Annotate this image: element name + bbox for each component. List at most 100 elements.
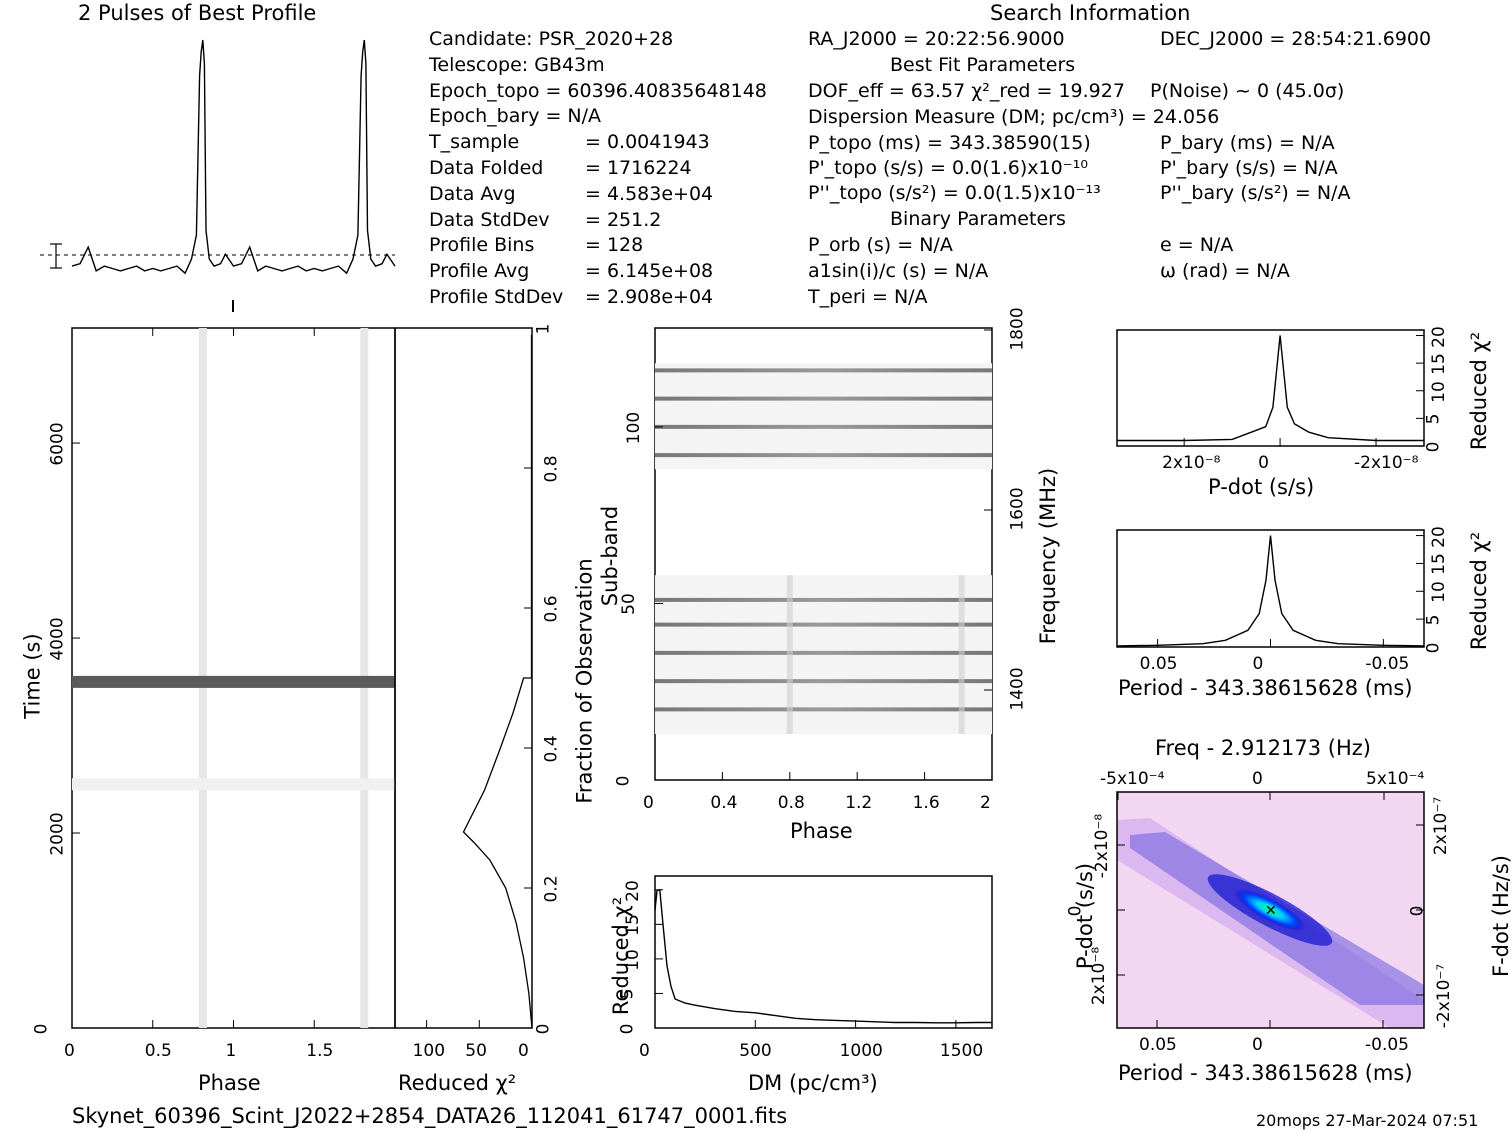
profile-title: 2 Pulses of Best Profile (78, 1, 317, 25)
fraction-ytick-label: 1 (533, 323, 554, 335)
phase-xtick-label: 1.5 (306, 1041, 334, 1061)
ppd-title: Freq - 2.912173 (Hz) (1155, 736, 1371, 760)
info-left-label: Candidate: PSR_2020+28 (429, 28, 674, 50)
subband-row (655, 368, 992, 373)
pdot-panel (1116, 329, 1425, 447)
info-left-label: Telescope: GB43m (429, 53, 605, 76)
time-phase-xlabel: Phase (198, 1071, 261, 1095)
info-left-label: Data Avg (429, 182, 516, 205)
chi2-fraction-ylabel: Fraction of Observation (572, 558, 597, 804)
ppd-ytick-label: -2x10⁻⁸ (1092, 813, 1113, 879)
pdot-ytick-label: 15 (1428, 353, 1449, 375)
pdot-xtick-label: -2x10⁻⁸ (1354, 453, 1419, 473)
info-left-label: T_sample (429, 131, 520, 154)
ppd-y2tick-label: 0 (1407, 905, 1428, 917)
period-xlabel: Period - 343.38615628 (ms) (1118, 676, 1413, 700)
subband-xtick-label: 0 (643, 793, 654, 813)
info-tperi: T_peri = N/A (808, 286, 928, 308)
info-e: e = N/A (1160, 234, 1234, 256)
time-ytick-label: 6000 (47, 422, 68, 466)
dm-xlabel: DM (pc/cm³) (748, 1071, 878, 1095)
subband-xtick-label: 0.4 (710, 793, 738, 813)
info-pd-bary: P'_bary (s/s) = N/A (1160, 157, 1338, 179)
pdot-line (1117, 335, 1424, 442)
ppd-ytick-label: 2x10⁻⁸ (1089, 946, 1110, 1006)
info-left-label: Profile StdDev (429, 286, 564, 308)
time-ytick-label: 2000 (47, 812, 68, 856)
info-a1: a1sin(i)/c (s) = N/A (808, 260, 989, 282)
search-title: Search Information (990, 1, 1191, 25)
info-ra: RA_J2000 = 20:22:56.9000 (808, 28, 1065, 50)
subband-ytick-label: 0 (613, 775, 634, 787)
info-pd-topo: P'_topo (s/s) = 0.0(1.6)x10⁻¹⁰ (808, 157, 1088, 179)
ppd-x2tick-label: 0 (1252, 769, 1263, 789)
period-ytick-label: 0 (1423, 642, 1444, 654)
chi2-xtick-label: 50 (465, 1041, 487, 1061)
pdot-ytick-label: 10 (1428, 380, 1449, 403)
pdot-xtick-label: 2x10⁻⁸ (1162, 453, 1221, 473)
binary-title: Binary Parameters (890, 208, 1066, 230)
ppd-y2tick-label: 2x10⁻⁷ (1431, 796, 1452, 856)
info-p-bary: P_bary (ms) = N/A (1160, 132, 1335, 154)
ppd-xlabel: Period - 343.38615628 (ms) (1118, 1061, 1413, 1085)
ppd-y2label: F-dot (Hz/s) (1488, 855, 1512, 977)
subband-xtick-label: 2 (980, 793, 991, 813)
subband-row (655, 650, 992, 655)
info-pnoise: P(Noise) ~ 0 (45.0σ) (1150, 80, 1345, 102)
freq-ytick-label: 1600 (1007, 487, 1028, 531)
info-left-value: = 4.583e+04 (585, 182, 714, 205)
info-left-label: Data Folded (429, 157, 544, 179)
chi2-fraction-line (462, 335, 533, 1029)
period-ytick-label: 10 (1428, 581, 1449, 604)
info-left-label: Epoch_topo = 60396.40835648148 (429, 79, 767, 102)
info-left-value: = 1716224 (585, 157, 692, 179)
time-ytick-label: 4000 (47, 617, 68, 661)
ppd-ytick-label: 0 (1065, 905, 1086, 917)
chi2-fraction-panel (394, 327, 533, 1029)
period-xtick-label: 0 (1252, 654, 1264, 674)
footer-stamp: 20mops 27-Mar-2024 07:51 (1256, 1111, 1479, 1130)
fraction-ytick-label: 0.8 (541, 455, 562, 483)
fraction-ytick-label: 0.4 (541, 735, 562, 763)
period-ytick-label: 5 (1423, 614, 1444, 626)
ppd-x2tick-label: 5x10⁻⁴ (1366, 769, 1425, 789)
profile-line (71, 39, 396, 275)
dm-ytick-label: 0 (617, 1023, 638, 1035)
dm-line (654, 888, 992, 1024)
pdot-ylabel: Reduced χ² (1467, 331, 1492, 451)
dm-xtick-label: 0 (639, 1041, 650, 1061)
period-xtick-label: -0.05 (1365, 654, 1410, 674)
subband-row (655, 622, 992, 627)
ppd-xtick-label: 0 (1252, 1035, 1263, 1055)
pdot-frame (1116, 329, 1425, 447)
subband-row (655, 707, 992, 712)
info-left-label: Epoch_bary = N/A (429, 105, 602, 128)
dm-ytick-label: 5 (617, 989, 638, 1000)
ppd-xtick-label: 0.05 (1139, 1035, 1177, 1055)
time-row-band (72, 675, 395, 688)
time-ytick-label: 0 (31, 1023, 52, 1035)
pdot-xtick-label: 0 (1258, 453, 1269, 473)
phase-xtick-label: 0.5 (144, 1041, 172, 1061)
dm-ytick-label: 10 (622, 949, 643, 971)
axis-ticks (71, 327, 1424, 1029)
period-pdot-panel: ✕ (1116, 791, 1425, 1029)
ppd-x2tick-label: -5x10⁻⁴ (1100, 769, 1165, 789)
subband-xlabel: Phase (790, 819, 853, 843)
info-left-label: Profile Avg (429, 260, 530, 283)
subband-ylabel: Sub-band (598, 505, 623, 607)
time-row-band (72, 778, 395, 791)
subband-xtick-label: 1.6 (912, 793, 940, 813)
period-ytick-label: 20 (1428, 525, 1449, 548)
profile-panel (40, 39, 396, 312)
subband-row (655, 453, 992, 458)
period-line (1116, 535, 1425, 647)
fraction-ytick-label: 0 (533, 1023, 554, 1035)
subband-y2label: Frequency (MHz) (1036, 467, 1061, 645)
freq-ytick-label: 1800 (1007, 307, 1028, 351)
phase-xtick-label: 1 (225, 1041, 237, 1061)
dm-ytick-label: 15 (622, 914, 643, 937)
freq-ytick-label: 1400 (1007, 667, 1028, 711)
info-dec: DEC_J2000 = 28:54:21.6900 (1160, 28, 1432, 50)
